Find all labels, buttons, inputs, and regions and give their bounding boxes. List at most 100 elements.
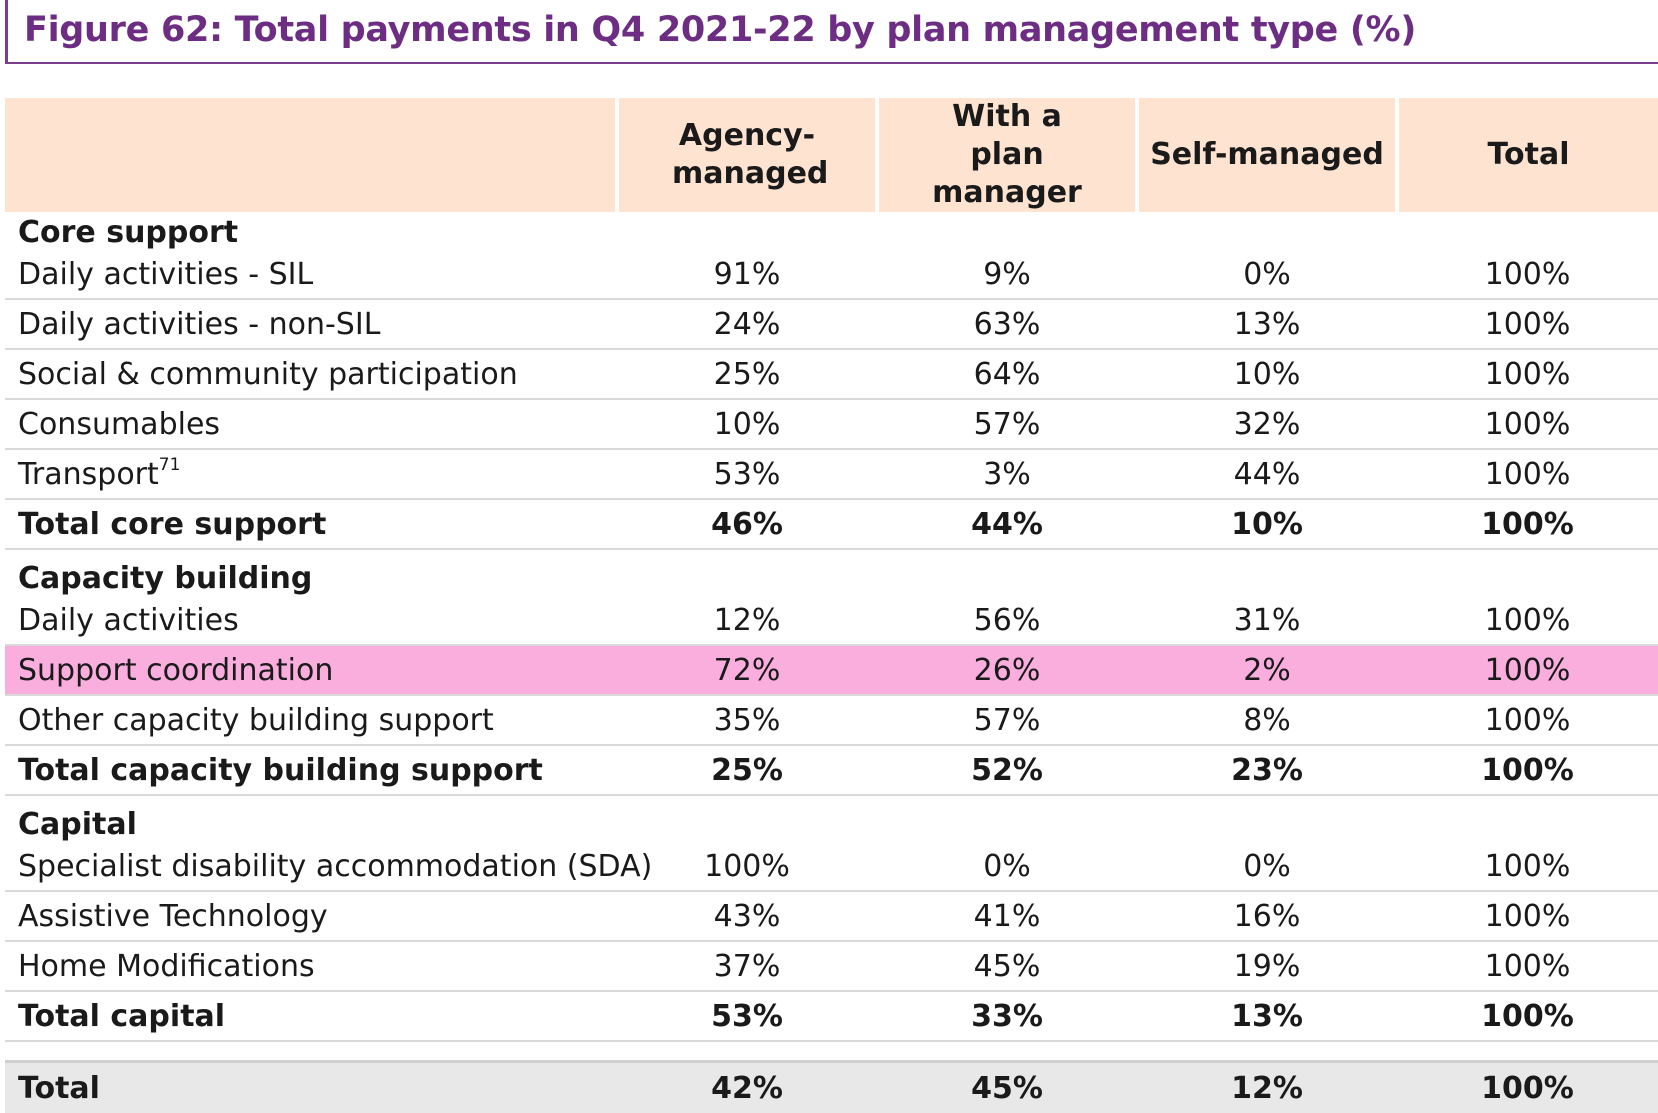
section-heading: Capacity building — [5, 549, 1658, 596]
cell-total: 100% — [1397, 596, 1658, 645]
cell-total: 100% — [1397, 745, 1658, 795]
header-total: Total — [1397, 98, 1658, 212]
table-row: Assistive Technology 43% 41% 16% 100% — [5, 891, 1658, 941]
header-row: Agency-managed With a plan manager Self-… — [5, 98, 1658, 212]
header-self-managed: Self-managed — [1137, 98, 1397, 212]
cell-self: 12% — [1137, 1062, 1397, 1113]
row-label: Total capital — [5, 991, 617, 1041]
cell-agency: 25% — [617, 745, 877, 795]
cell-planmgr: 3% — [877, 449, 1137, 499]
cell-agency: 42% — [617, 1062, 877, 1113]
row-label: Support coordination — [5, 645, 617, 695]
subtotal-row: Total capacity building support 25% 52% … — [5, 745, 1658, 795]
cell-total: 100% — [1397, 349, 1658, 399]
spacer — [5, 1041, 1658, 1062]
header-planmgr-label: With a plan manager — [917, 98, 1097, 212]
cell-agency: 91% — [617, 250, 877, 299]
figure-title-bar: Figure 62: Total payments in Q4 2021-22 … — [5, 0, 1658, 64]
cell-planmgr: 0% — [877, 842, 1137, 891]
cell-planmgr: 64% — [877, 349, 1137, 399]
cell-planmgr: 52% — [877, 745, 1137, 795]
row-label: Assistive Technology — [5, 891, 617, 941]
section-heading-row: Capacity building — [5, 549, 1658, 596]
spacer-row — [5, 1041, 1658, 1062]
table-header: Agency-managed With a plan manager Self-… — [5, 98, 1658, 212]
cell-self: 10% — [1137, 499, 1397, 549]
payments-table: Agency-managed With a plan manager Self-… — [5, 98, 1658, 1113]
cell-total: 100% — [1397, 941, 1658, 991]
cell-agency: 10% — [617, 399, 877, 449]
row-label: Daily activities - SIL — [5, 250, 617, 299]
cell-agency: 25% — [617, 349, 877, 399]
header-blank — [5, 98, 617, 212]
cell-agency: 43% — [617, 891, 877, 941]
cell-self: 0% — [1137, 250, 1397, 299]
cell-agency: 100% — [617, 842, 877, 891]
cell-planmgr: 45% — [877, 1062, 1137, 1113]
cell-self: 31% — [1137, 596, 1397, 645]
footnote-marker: 71 — [159, 455, 181, 475]
cell-planmgr: 33% — [877, 991, 1137, 1041]
header-agency-label: Agency-managed — [672, 117, 822, 193]
row-label: Total — [5, 1062, 617, 1113]
cell-agency: 24% — [617, 299, 877, 349]
cell-total: 100% — [1397, 449, 1658, 499]
cell-total: 100% — [1397, 250, 1658, 299]
table-row: Specialist disability accommodation (SDA… — [5, 842, 1658, 891]
cell-total: 100% — [1397, 991, 1658, 1041]
subtotal-row: Total core support 46% 44% 10% 100% — [5, 499, 1658, 549]
table-row: Daily activities - non-SIL 24% 63% 13% 1… — [5, 299, 1658, 349]
cell-self: 0% — [1137, 842, 1397, 891]
cell-planmgr: 9% — [877, 250, 1137, 299]
cell-planmgr: 57% — [877, 695, 1137, 745]
section-heading-row: Capital — [5, 795, 1658, 842]
cell-total: 100% — [1397, 645, 1658, 695]
cell-total: 100% — [1397, 842, 1658, 891]
cell-agency: 35% — [617, 695, 877, 745]
row-label: Transport — [18, 457, 159, 492]
cell-self: 8% — [1137, 695, 1397, 745]
table-body: Core support Daily activities - SIL 91% … — [5, 212, 1658, 1113]
cell-self: 23% — [1137, 745, 1397, 795]
table-row: Other capacity building support 35% 57% … — [5, 695, 1658, 745]
cell-total: 100% — [1397, 1062, 1658, 1113]
cell-planmgr: 41% — [877, 891, 1137, 941]
section-heading-row: Core support — [5, 212, 1658, 250]
cell-self: 44% — [1137, 449, 1397, 499]
row-label: Total capacity building support — [5, 745, 617, 795]
cell-total: 100% — [1397, 695, 1658, 745]
cell-planmgr: 44% — [877, 499, 1137, 549]
cell-agency: 72% — [617, 645, 877, 695]
cell-agency: 53% — [617, 991, 877, 1041]
table-row: Daily activities 12% 56% 31% 100% — [5, 596, 1658, 645]
cell-self: 16% — [1137, 891, 1397, 941]
row-label: Other capacity building support — [5, 695, 617, 745]
cell-agency: 37% — [617, 941, 877, 991]
cell-agency: 12% — [617, 596, 877, 645]
table-row: Transport71 53% 3% 44% 100% — [5, 449, 1658, 499]
table-row: Daily activities - SIL 91% 9% 0% 100% — [5, 250, 1658, 299]
row-label-cell: Transport71 — [5, 449, 617, 499]
cell-total: 100% — [1397, 399, 1658, 449]
figure-title: Figure 62: Total payments in Q4 2021-22 … — [24, 10, 1416, 50]
cell-agency: 46% — [617, 499, 877, 549]
cell-agency: 53% — [617, 449, 877, 499]
cell-total: 100% — [1397, 299, 1658, 349]
grand-total-row: Total 42% 45% 12% 100% — [5, 1062, 1658, 1113]
cell-planmgr: 45% — [877, 941, 1137, 991]
row-label: Consumables — [5, 399, 617, 449]
row-label: Daily activities - non-SIL — [5, 299, 617, 349]
header-agency-managed: Agency-managed — [617, 98, 877, 212]
row-label: Daily activities — [5, 596, 617, 645]
cell-self: 10% — [1137, 349, 1397, 399]
section-heading: Capital — [5, 795, 1658, 842]
cell-self: 13% — [1137, 991, 1397, 1041]
cell-planmgr: 63% — [877, 299, 1137, 349]
table-row: Home Modifications 37% 45% 19% 100% — [5, 941, 1658, 991]
row-label: Total core support — [5, 499, 617, 549]
cell-self: 32% — [1137, 399, 1397, 449]
header-with-plan-manager: With a plan manager — [877, 98, 1137, 212]
cell-self: 2% — [1137, 645, 1397, 695]
table-row: Social & community participation 25% 64%… — [5, 349, 1658, 399]
cell-self: 13% — [1137, 299, 1397, 349]
